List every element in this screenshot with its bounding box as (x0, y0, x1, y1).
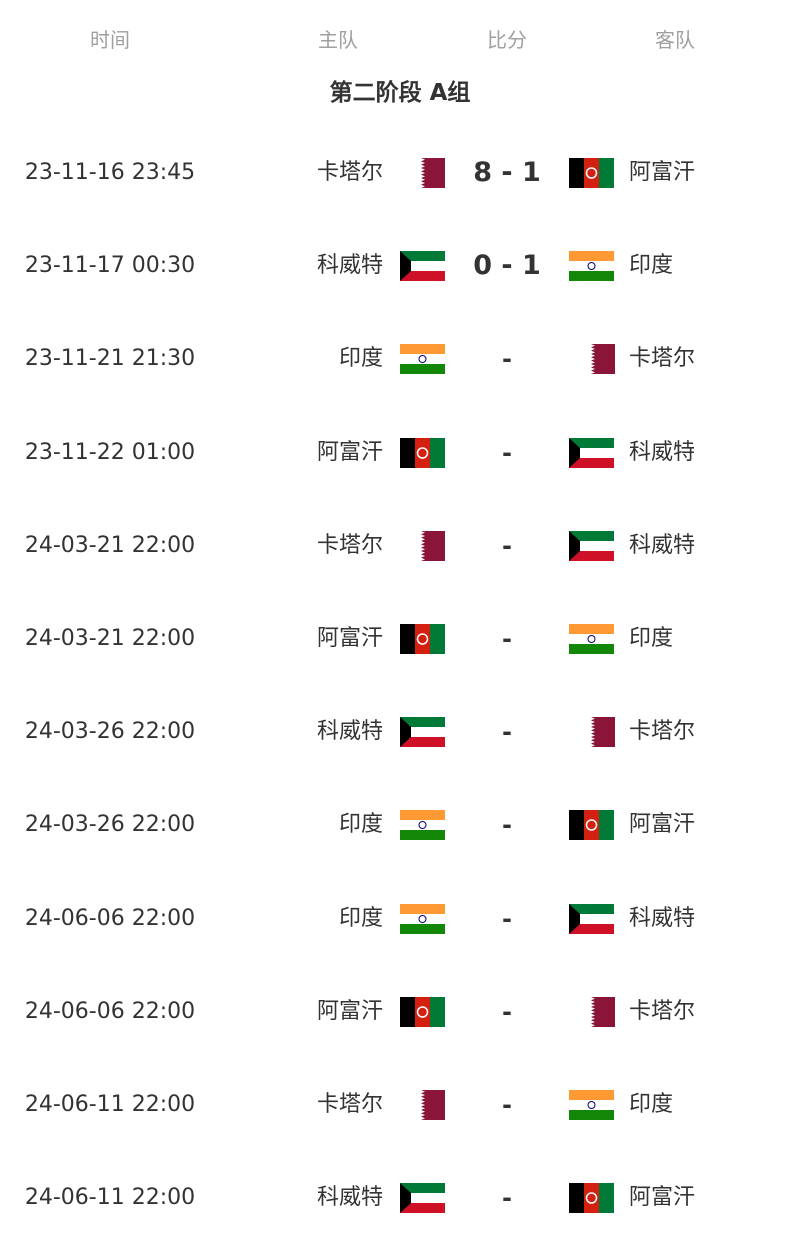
match-score: - (502, 904, 512, 933)
away-team-name: 卡塔尔 (629, 346, 696, 372)
match-time: 24-03-26 22:00 (24, 812, 196, 838)
column-header-score: 比分 (487, 28, 527, 52)
qatar-flag-icon (583, 717, 615, 748)
afghanistan-flag-icon (400, 996, 445, 1027)
match-row[interactable]: 23-11-22 01:00 阿富汗 - 科威特 (0, 433, 800, 473)
qatar-flag-icon (583, 344, 615, 375)
match-time: 23-11-21 21:30 (24, 346, 196, 372)
match-time: 24-06-06 22:00 (24, 998, 196, 1024)
home-team-name: 阿富汗 (316, 998, 383, 1024)
india-flag-icon (569, 1090, 614, 1120)
match-row[interactable]: 24-03-21 22:00 阿富汗 - 印度 (0, 619, 800, 659)
home-team-name: 科威特 (316, 719, 383, 745)
qatar-flag-icon (583, 996, 615, 1027)
afghanistan-flag-icon (400, 437, 445, 468)
match-time: 24-03-26 22:00 (24, 719, 196, 745)
match-row[interactable]: 24-03-26 22:00 印度 - 阿富汗 (0, 805, 800, 845)
group-title: 第二阶段 A组 (329, 80, 471, 106)
home-team-name: 印度 (338, 346, 383, 372)
away-team-name: 阿富汗 (629, 812, 696, 838)
match-time: 23-11-17 00:30 (24, 253, 196, 279)
away-team-name: 印度 (629, 626, 674, 651)
match-time: 24-06-06 22:00 (24, 905, 196, 931)
home-team-name: 卡塔尔 (316, 532, 383, 558)
column-header-time: 时间 (90, 28, 130, 52)
away-team-name: 科威特 (629, 439, 696, 465)
match-score: - (502, 438, 512, 467)
match-score: - (502, 811, 512, 840)
match-time: 24-03-21 22:00 (24, 626, 196, 651)
match-row[interactable]: 24-03-21 22:00 卡塔尔 - 科威特 (0, 526, 800, 566)
home-team-name: 卡塔尔 (316, 160, 383, 185)
home-team-name: 科威特 (316, 1185, 383, 1211)
india-flag-icon (569, 624, 614, 654)
home-team-name: 印度 (338, 905, 383, 931)
match-row[interactable]: 24-06-11 22:00 科威特 - 阿富汗 (0, 1178, 800, 1218)
away-team-name: 阿富汗 (629, 1185, 696, 1211)
kuwait-flag-icon (569, 437, 614, 468)
afghanistan-flag-icon (569, 158, 614, 188)
india-flag-icon (400, 344, 445, 375)
match-row[interactable]: 24-06-06 22:00 阿富汗 - 卡塔尔 (0, 992, 800, 1032)
afghanistan-flag-icon (569, 1183, 614, 1214)
match-row[interactable]: 24-03-26 22:00 科威特 - 卡塔尔 (0, 712, 800, 752)
match-row[interactable]: 24-06-06 22:00 印度 - 科威特 (0, 899, 800, 939)
qatar-flag-icon (413, 158, 445, 188)
kuwait-flag-icon (569, 530, 614, 561)
away-team-name: 卡塔尔 (629, 998, 696, 1024)
match-time: 23-11-22 01:00 (24, 439, 196, 465)
home-team-name: 印度 (338, 812, 383, 838)
column-header-away: 客队 (655, 28, 695, 52)
qatar-flag-icon (413, 1090, 445, 1120)
match-row[interactable]: 23-11-17 00:30 科威特 0 - 1 印度 (0, 246, 800, 286)
match-score: - (502, 718, 512, 747)
kuwait-flag-icon (569, 903, 614, 934)
kuwait-flag-icon (400, 717, 445, 748)
home-team-name: 阿富汗 (316, 626, 383, 651)
match-score: - (502, 1184, 512, 1213)
match-score: - (502, 625, 512, 653)
match-time: 23-11-16 23:45 (24, 160, 196, 185)
away-team-name: 卡塔尔 (629, 719, 696, 745)
kuwait-flag-icon (400, 251, 445, 282)
column-header-home: 主队 (318, 28, 358, 52)
match-score: - (502, 345, 512, 374)
away-team-name: 阿富汗 (629, 160, 696, 185)
away-team-name: 印度 (629, 1092, 674, 1117)
match-score: - (502, 997, 512, 1026)
match-score: - (502, 531, 512, 560)
home-team-name: 阿富汗 (316, 439, 383, 465)
afghanistan-flag-icon (400, 624, 445, 654)
away-team-name: 印度 (629, 253, 674, 279)
home-team-name: 科威特 (316, 253, 383, 279)
away-team-name: 科威特 (629, 905, 696, 931)
match-score: 0 - 1 (473, 250, 541, 282)
qatar-flag-icon (413, 530, 445, 561)
home-team-name: 卡塔尔 (316, 1092, 383, 1117)
match-time: 24-06-11 22:00 (24, 1092, 196, 1117)
match-score: 8 - 1 (473, 157, 541, 188)
kuwait-flag-icon (400, 1183, 445, 1214)
match-time: 24-06-11 22:00 (24, 1185, 196, 1211)
india-flag-icon (400, 810, 445, 841)
match-row[interactable]: 23-11-16 23:45 卡塔尔 8 - 1 阿富汗 (0, 153, 800, 193)
match-row[interactable]: 23-11-21 21:30 印度 - 卡塔尔 (0, 339, 800, 379)
india-flag-icon (400, 903, 445, 934)
match-score: - (502, 1091, 512, 1119)
india-flag-icon (569, 251, 614, 282)
match-time: 24-03-21 22:00 (24, 532, 196, 558)
away-team-name: 科威特 (629, 532, 696, 558)
afghanistan-flag-icon (569, 810, 614, 841)
match-row[interactable]: 24-06-11 22:00 卡塔尔 - 印度 (0, 1085, 800, 1125)
